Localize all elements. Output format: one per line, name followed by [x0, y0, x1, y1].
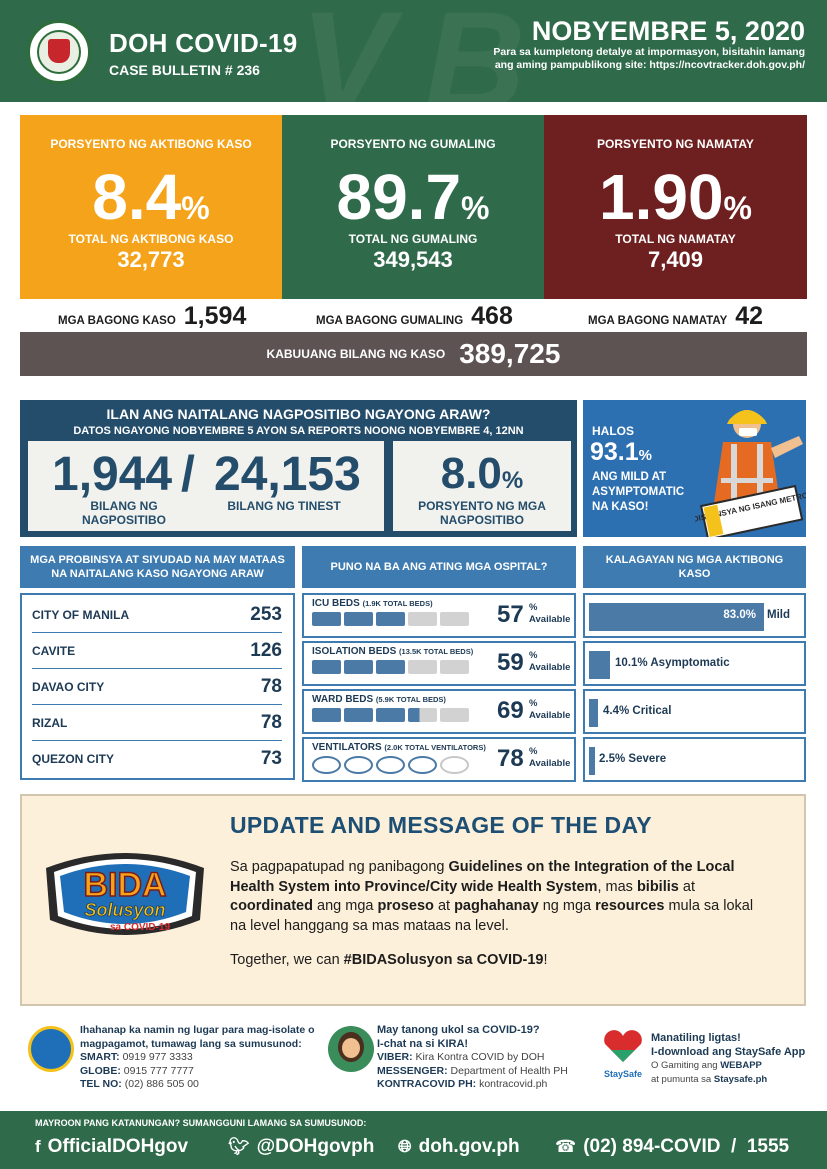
- phone-icon: ☎︎: [555, 1137, 577, 1156]
- positive-count: 1,944: [52, 448, 173, 501]
- svg-text:BIDA: BIDA: [83, 866, 166, 904]
- new-deaths: MGA BAGONG NAMATAY 42: [588, 302, 764, 330]
- bulletin-number: CASE BULLETIN # 236: [109, 62, 260, 78]
- ventilator-icons: [312, 756, 469, 774]
- total-cases-bar: KABUUANG BILANG NG KASO 389,725: [20, 332, 807, 376]
- provinces-list: CITY OF MANILA 253 CAVITE 126 DAVAO CITY 78…: [20, 593, 295, 780]
- stat-label: PORSYENTO NG NAMATAY: [597, 137, 754, 151]
- stat-total-value: 349,543: [373, 247, 453, 272]
- stat-label: PORSYENTO NG GUMALING: [330, 137, 496, 151]
- stat-total-label: TOTAL NG AKTIBONG KASO: [68, 232, 234, 246]
- kira-avatar: [328, 1026, 374, 1072]
- list-item: CITY OF MANILA 253: [32, 597, 282, 633]
- stat-percent: 89.7%: [336, 161, 490, 233]
- slash-divider: /: [181, 446, 195, 502]
- active-cases-box: PORSYENTO NG AKTIBONG KASO 8.4% TOTAL NG…: [20, 115, 282, 299]
- header-title: DOH COVID-19: [109, 28, 298, 58]
- isolation-beds-card: ISOLATION BEDS (13.5K TOTAL BEDS) 59 % Av…: [302, 641, 576, 686]
- one-covid-referral-logo: [28, 1026, 74, 1072]
- bida-solusyon-logo: BIDA Solusyon sa COVID-19: [46, 853, 204, 935]
- mild-intro: HALOS: [592, 424, 634, 438]
- mild-cases-panel: HALOS 93.1% ANG MILD AT ASYMPTOMATIC NA …: [583, 400, 806, 537]
- doh-seal-logo: [27, 20, 91, 84]
- positivity-rate-label: PORSYENTO NG MGA NAGPOSITIBO: [418, 499, 546, 527]
- critical-status-card: 4.4% Critical: [583, 689, 806, 734]
- update-closing: Together, we can #BIDASolusyon sa COVID-…: [230, 952, 548, 968]
- new-recovered: MGA BAGONG GUMALING 468: [316, 302, 513, 330]
- bed-icons: [312, 708, 469, 722]
- status-bar-fill: [589, 747, 595, 775]
- globe-icon: 🌐︎: [398, 1137, 412, 1156]
- positive-label: BILANG NG NAGPOSITIBO: [81, 499, 166, 527]
- ventilators-card: VENTILATORS (2.0K TOTAL VENTILATORS) 78 …: [302, 737, 576, 782]
- ward-beds-card: WARD BEDS (5.9K TOTAL BEDS) 69 % Availabl…: [302, 689, 576, 734]
- status-bar-fill: [589, 699, 599, 727]
- update-message: Sa pagpapatupad ng panibagong Guidelines…: [230, 859, 754, 934]
- positivity-rate: 8.0%: [440, 449, 524, 498]
- facebook-icon: f: [35, 1137, 41, 1156]
- facebook-link[interactable]: f OfficialDOHgov: [35, 1136, 189, 1157]
- update-panel: BIDA Solusyon sa COVID-19 UPDATE AND MES…: [20, 794, 806, 1006]
- provinces-heading: MGA PROBINSYA AT SIYUDAD NA MAY MATAAS N…: [20, 546, 295, 588]
- stat-label: PORSYENTO NG AKTIBONG KASO: [50, 137, 252, 151]
- stat-percent: 1.90%: [598, 161, 752, 233]
- stat-total-label: TOTAL NG NAMATAY: [615, 232, 736, 246]
- worker-illustration: DISTANSYA NG ISANG METRO: [695, 410, 806, 537]
- status-bar-fill: [589, 603, 765, 631]
- list-item: DAVAO CITY 78: [32, 669, 282, 705]
- list-item: QUEZON CITY 73: [32, 748, 282, 769]
- positive-tested-box: 1,944 / 24,153 BILANG NG NAGPOSITIBO BIL…: [28, 441, 384, 531]
- list-item: CAVITE 126: [32, 633, 282, 669]
- kira-contacts: May tanong ukol sa COVID-19? I-chat na s…: [377, 1024, 568, 1090]
- positivity-panel: ILAN ANG NAITALANG NAGPOSITIBO NGAYONG A…: [20, 400, 577, 537]
- severe-status-card: 2.5% Severe: [583, 737, 806, 782]
- mild-text: ANG MILD AT ASYMPTOMATIC NA KASO!: [592, 471, 685, 513]
- bulletin-date: NOBYEMBRE 5, 2020: [531, 16, 805, 46]
- stat-percent: 8.4%: [92, 161, 210, 233]
- deaths-box: PORSYENTO NG NAMATAY 1.90% TOTAL NG NAMA…: [544, 115, 807, 299]
- active-status-heading: KALAGAYAN NG MGA AKTIBONG KASO: [583, 546, 806, 588]
- mild-percent: 93.1%: [590, 438, 653, 466]
- isolation-contacts: Ihahanap ka namin ng lugar para mag-isol…: [80, 1024, 315, 1090]
- stat-total-value: 7,409: [647, 247, 704, 272]
- new-cases: MGA BAGONG KASO 1,594: [58, 302, 247, 330]
- stat-total-value: 32,773: [117, 247, 185, 272]
- tested-count: 24,153: [214, 448, 361, 501]
- twitter-link[interactable]: 🐦︎ @DOHgovph: [228, 1136, 375, 1157]
- mild-status-card: 83.0% Mild: [583, 593, 806, 638]
- header-watermark: V B: [300, 0, 525, 102]
- bed-icons: [312, 660, 469, 674]
- footer: MAYROON PANG KATANUNGAN? SUMANGGUNI LAMA…: [0, 1111, 827, 1169]
- website-link[interactable]: 🌐︎ doh.gov.ph: [398, 1136, 520, 1157]
- status-bar-fill: [589, 651, 611, 679]
- staysafe-info: Manatiling ligtas! I-download ang StaySa…: [651, 1032, 806, 1085]
- asymptomatic-status-card: 10.1% Asymptomatic: [583, 641, 806, 686]
- footer-question: MAYROON PANG KATANUNGAN? SUMANGGUNI LAMA…: [35, 1118, 367, 1128]
- icu-beds-card: ICU BEDS (1.9K TOTAL BEDS) 57 % Available: [302, 593, 576, 638]
- svg-text:sa COVID-19: sa COVID-19: [110, 922, 170, 933]
- positivity-question: ILAN ANG NAITALANG NAGPOSITIBO NGAYONG A…: [106, 406, 491, 422]
- svg-text:Solusyon: Solusyon: [84, 900, 165, 920]
- total-value: 389,725: [459, 338, 561, 369]
- hospitals-heading: PUNO NA BA ANG ATING MGA OSPITAL?: [302, 546, 576, 588]
- twitter-icon: 🐦︎: [228, 1137, 250, 1156]
- list-item: RIZAL 78: [32, 705, 282, 741]
- total-label: KABUUANG BILANG NG KASO: [266, 347, 446, 361]
- site-note: Para sa kumpletong detalye at impormasyo…: [493, 46, 805, 71]
- recovered-box: PORSYENTO NG GUMALING 89.7% TOTAL NG GUM…: [282, 115, 544, 299]
- positivity-rate-box: 8.0% PORSYENTO NG MGA NAGPOSITIBO: [393, 441, 571, 531]
- positivity-subtitle: DATOS NGAYONG NOBYEMBRE 5 AYON SA REPORT…: [73, 425, 524, 437]
- header: V B DOH COVID-19 CASE BULLETIN # 236 NOB…: [0, 0, 827, 102]
- bed-icons: [312, 612, 469, 626]
- update-title: UPDATE AND MESSAGE OF THE DAY: [230, 812, 652, 838]
- staysafe-logo: StaySafe: [600, 1030, 646, 1079]
- tested-label: BILANG NG TINEST: [227, 499, 341, 513]
- stat-total-label: TOTAL NG GUMALING: [348, 232, 478, 246]
- phone-link[interactable]: ☎︎ (02) 894-COVID / 1555: [555, 1136, 790, 1157]
